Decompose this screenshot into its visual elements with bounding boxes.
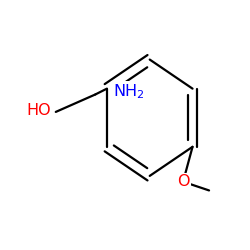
- Text: NH$_2$: NH$_2$: [113, 82, 144, 101]
- Text: O: O: [177, 174, 189, 189]
- Text: HO: HO: [26, 103, 51, 118]
